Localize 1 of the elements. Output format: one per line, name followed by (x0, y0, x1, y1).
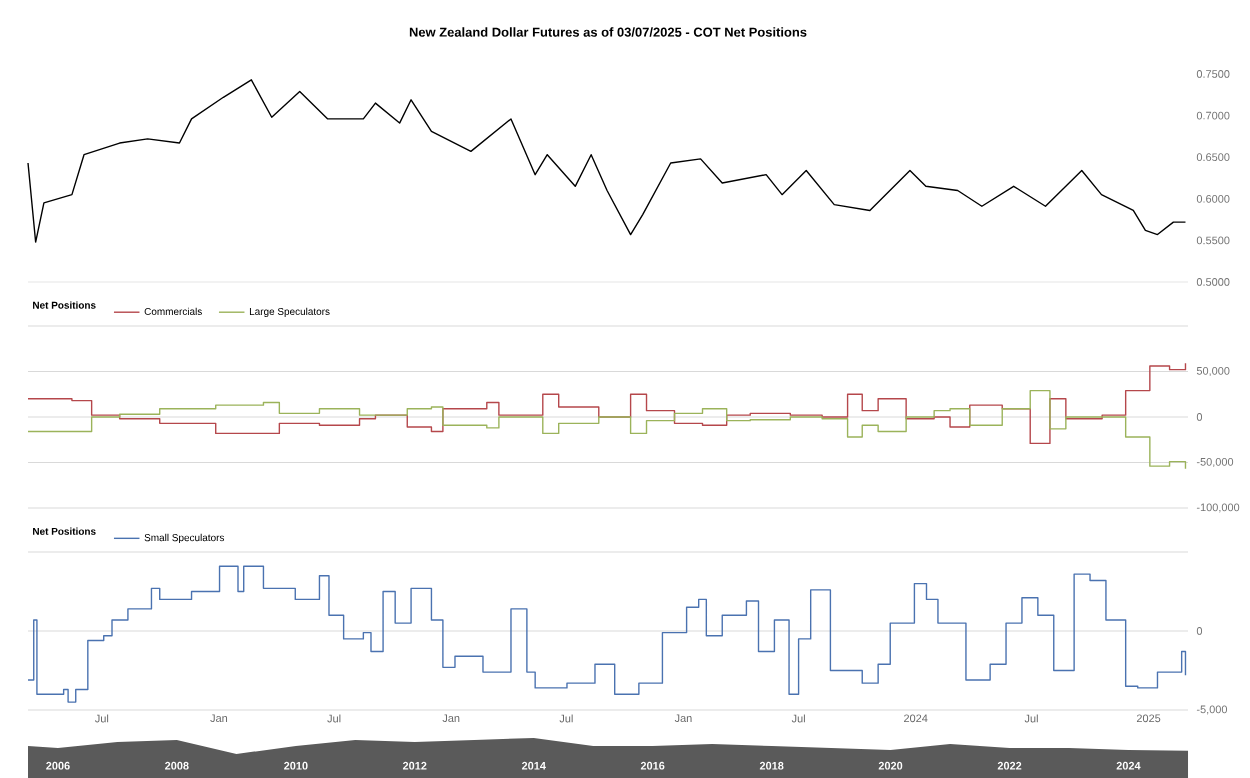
line-series (27, 79, 1187, 243)
